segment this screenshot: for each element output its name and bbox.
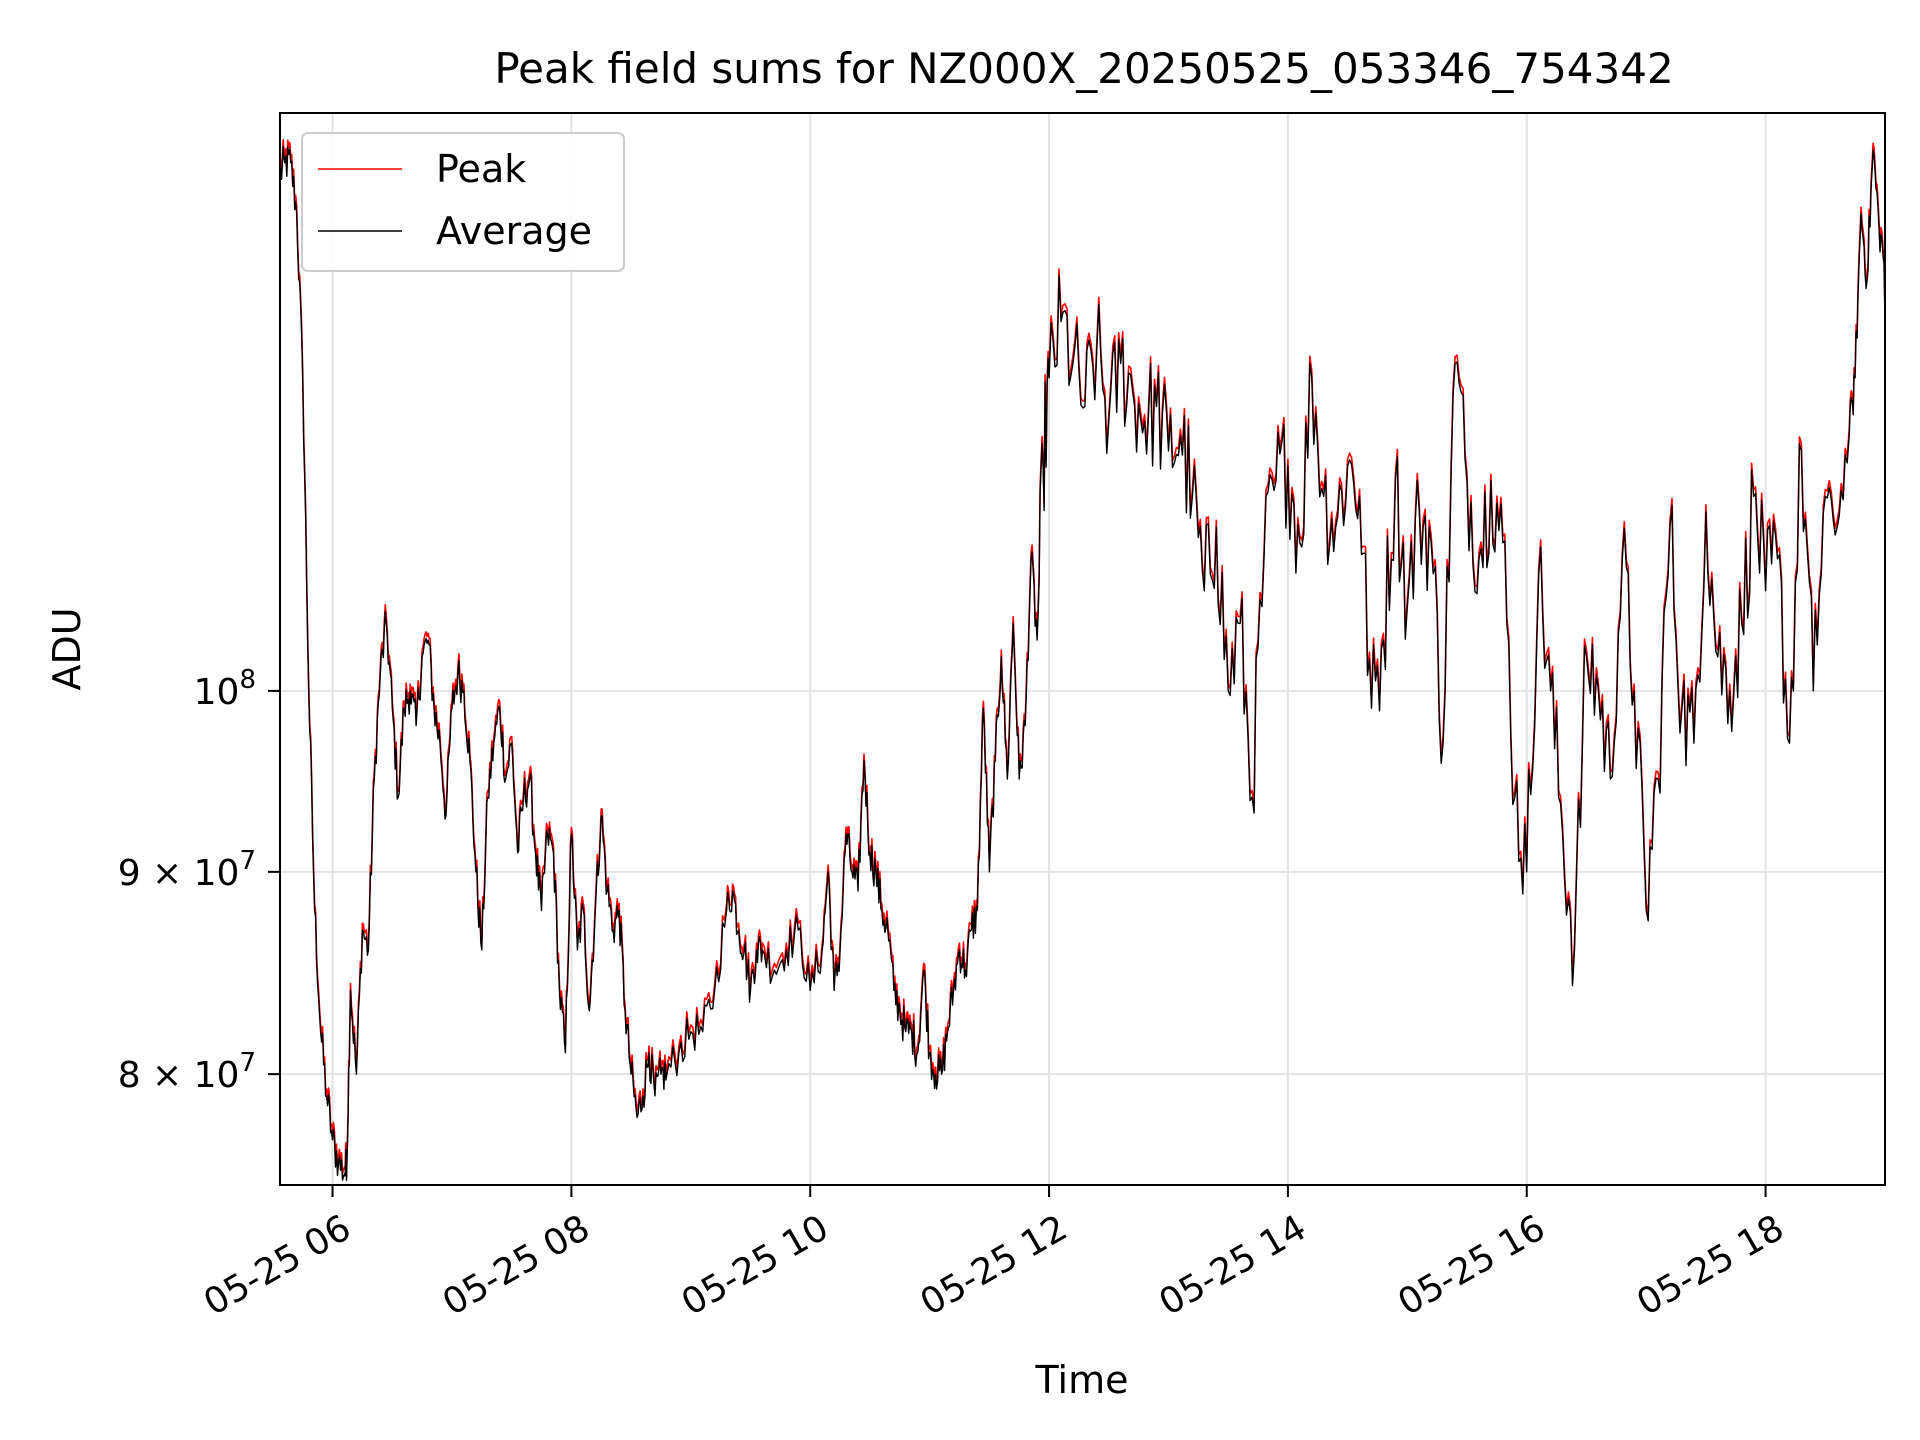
- x-axis-label: Time: [1035, 1358, 1129, 1402]
- legend-average-label: Average: [436, 209, 592, 253]
- series-layer: [279, 139, 1886, 1182]
- y-tick-label: 108: [194, 665, 256, 713]
- y-axis-label: ADU: [45, 607, 89, 690]
- y-tick-label: 9 × 107: [118, 846, 256, 894]
- y-tick-label: 8 × 107: [118, 1048, 256, 1096]
- legend-box: [301, 132, 625, 272]
- plot-frame: [279, 112, 1886, 1186]
- legend: Peak Average: [301, 132, 625, 272]
- series-line-average: [279, 146, 1886, 1182]
- legend-peak-label: Peak: [436, 147, 526, 191]
- chart-title: Peak field sums for NZ000X_20250525_0533…: [494, 44, 1673, 93]
